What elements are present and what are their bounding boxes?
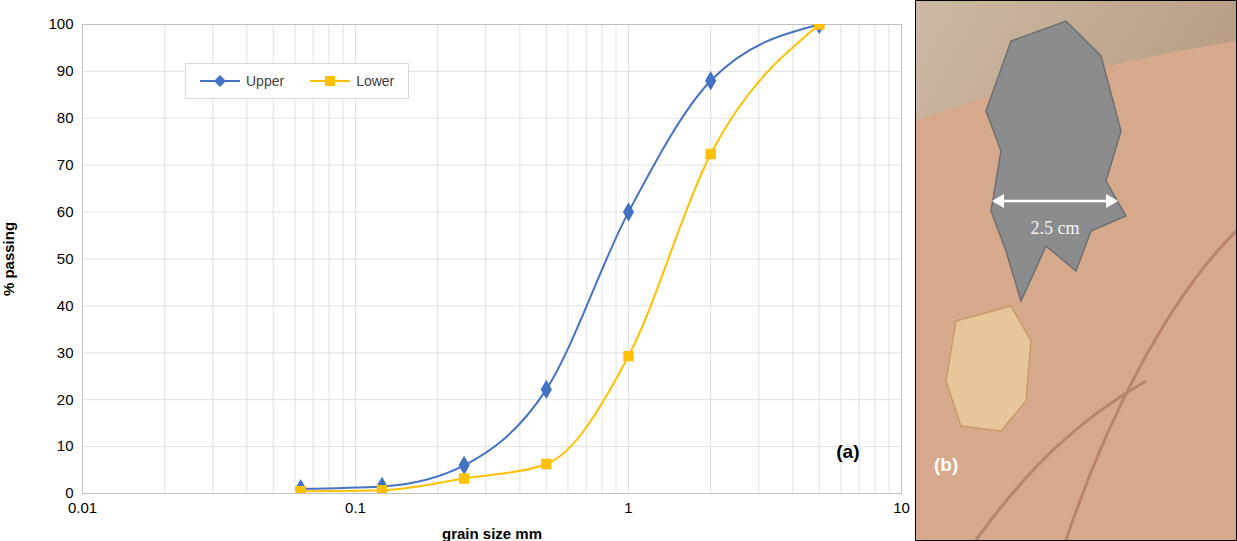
- svg-text:10: 10: [893, 499, 910, 516]
- svg-text:70: 70: [57, 156, 74, 173]
- svg-text:0: 0: [65, 484, 74, 502]
- svg-text:0.1: 0.1: [345, 499, 366, 516]
- svg-text:2.5 cm: 2.5 cm: [1031, 218, 1080, 238]
- svg-text:40: 40: [57, 297, 74, 314]
- svg-text:60: 60: [57, 203, 74, 220]
- svg-text:80: 80: [57, 109, 74, 126]
- svg-text:100: 100: [48, 15, 73, 32]
- svg-text:% passing: % passing: [0, 222, 17, 296]
- svg-text:20: 20: [57, 391, 74, 408]
- svg-text:90: 90: [57, 62, 74, 79]
- svg-text:10: 10: [57, 437, 74, 454]
- svg-text:grain size mm: grain size mm: [442, 525, 542, 541]
- svg-text:0.01: 0.01: [68, 499, 97, 516]
- svg-text:50: 50: [57, 250, 74, 267]
- svg-text:30: 30: [57, 344, 74, 361]
- html-text:Upper: Upper: [246, 73, 285, 89]
- svg-text:(a): (a): [836, 441, 859, 462]
- svg-text:1: 1: [624, 499, 632, 516]
- html-text:Lower: Lower: [356, 73, 395, 89]
- svg-text:(b): (b): [934, 454, 958, 475]
